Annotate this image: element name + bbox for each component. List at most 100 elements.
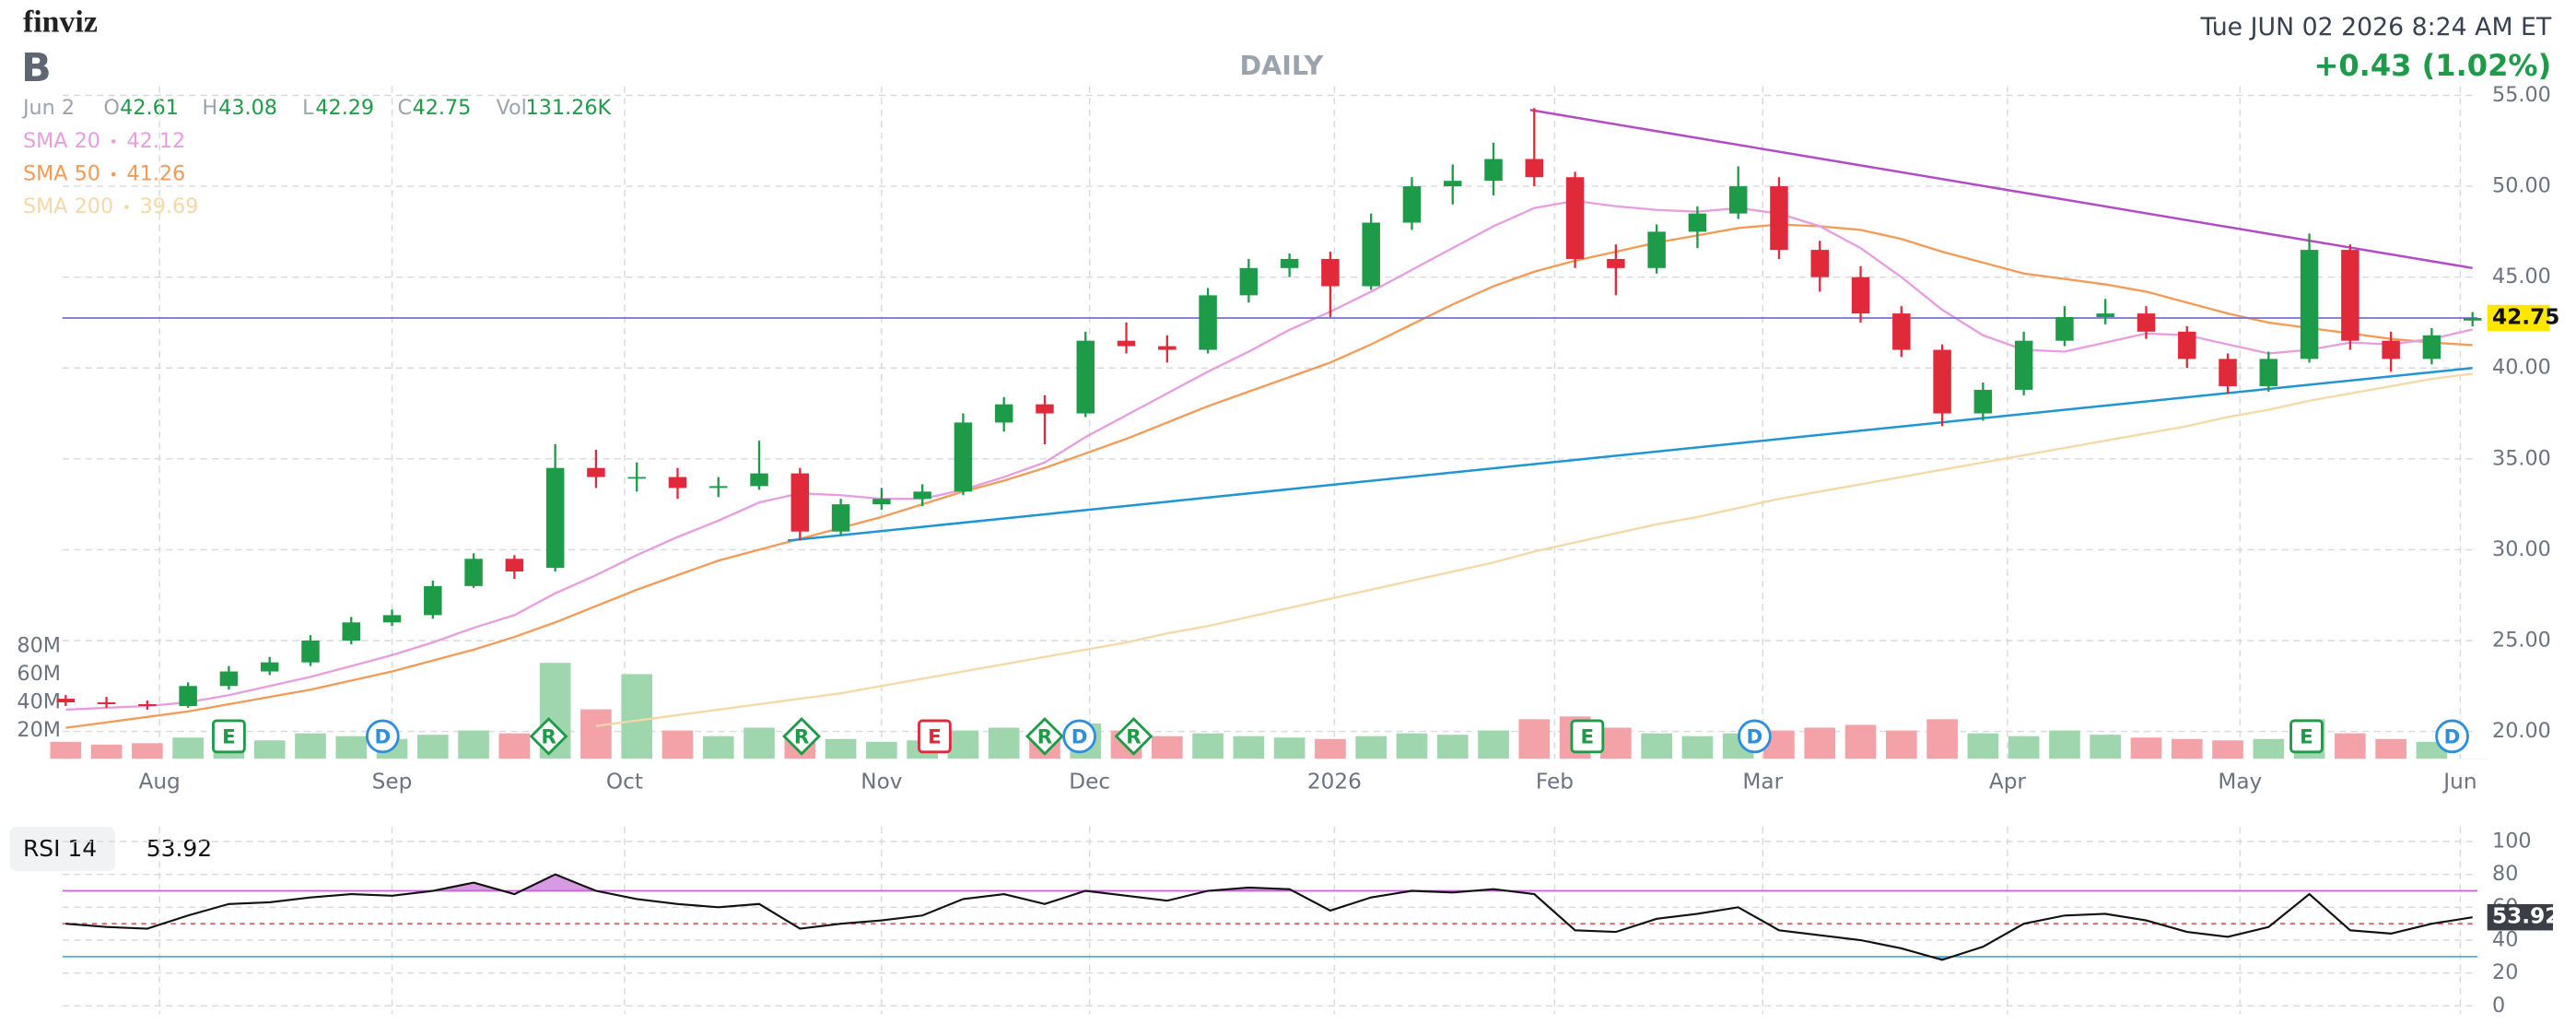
- candle-body: [1117, 340, 1136, 347]
- event-badge: R: [1025, 716, 1064, 756]
- event-shape: [2289, 719, 2324, 754]
- rsi-tag: [2487, 903, 2554, 931]
- event-shape: [918, 719, 952, 754]
- volume-bar: [1436, 735, 1469, 759]
- candle-body: [954, 422, 973, 492]
- candle-body: [424, 585, 442, 616]
- low-value: 42.29: [315, 96, 374, 120]
- candle-body: [1402, 186, 1422, 223]
- candle-body: [260, 662, 279, 672]
- sma-line: [65, 223, 2473, 729]
- high-value: 43.08: [218, 96, 277, 120]
- volume-bar: [50, 741, 82, 759]
- volume-bar: [744, 727, 775, 759]
- candle-body: [1688, 213, 1707, 232]
- legend-label: SMA 200: [23, 194, 113, 218]
- x-tick-label: 2026: [1307, 769, 1362, 794]
- event-badge: D: [365, 719, 400, 754]
- volume-bar: [1315, 738, 1346, 759]
- y-tick-label: 55.00: [2492, 83, 2551, 107]
- event-badge: D: [1738, 719, 1772, 754]
- candle-body: [872, 499, 891, 505]
- candle-body: [56, 699, 76, 703]
- candle-body: [1565, 177, 1585, 259]
- volume-bar: [295, 733, 326, 759]
- event-badge: D: [1062, 719, 1096, 754]
- event-badge: D: [2435, 719, 2469, 754]
- legend-dot: [111, 171, 116, 177]
- y-tick-label: 20.00: [2492, 719, 2551, 743]
- volume-tick-label: 20M: [17, 718, 61, 742]
- volume-bar: [1926, 719, 1958, 759]
- event-label: E: [2300, 726, 2313, 749]
- legend-dot: [111, 139, 116, 144]
- legend-label: SMA 50: [23, 162, 100, 186]
- candle-body: [1647, 231, 1666, 268]
- event-label: R: [541, 726, 556, 749]
- candle-body: [2382, 340, 2400, 359]
- volume-label: Vol: [497, 96, 527, 120]
- volume-bar: [1273, 737, 1306, 759]
- datetime: Tue JUN 02 2026 8:24 AM ET: [2199, 13, 2551, 41]
- x-tick-label: May: [2218, 769, 2262, 794]
- volume-bar: [1233, 736, 1265, 759]
- candle-body: [1362, 222, 1380, 287]
- volume-bar: [416, 735, 449, 759]
- candle-body: [2137, 313, 2156, 332]
- candle-body: [382, 615, 402, 623]
- candle-body: [2341, 250, 2359, 341]
- rsi-tag-label: 53.92: [2492, 904, 2559, 929]
- event-shape: [782, 716, 822, 756]
- candle-body: [1199, 295, 1217, 350]
- legend-value: 42.12: [126, 129, 185, 153]
- x-tick-label: Mar: [1742, 769, 1783, 794]
- candle-body: [97, 702, 116, 704]
- y-tick-label: 35.00: [2492, 446, 2551, 470]
- volume-bar: [1804, 727, 1836, 759]
- volume-bar: [866, 741, 897, 759]
- volume-bar: [662, 730, 694, 759]
- rsi-line: [65, 873, 2473, 961]
- timeframe: DAILY: [1240, 51, 1324, 81]
- event-shape: [2435, 719, 2469, 754]
- volume-bar: [2090, 735, 2122, 759]
- price-tag: [2487, 304, 2550, 332]
- rsi-tick-label: 100: [2492, 830, 2532, 854]
- ticker: B: [21, 45, 52, 91]
- candle-body: [1158, 346, 1177, 350]
- candle-body: [2055, 317, 2074, 341]
- volume-bar: [2253, 738, 2285, 759]
- rsi-tick-label: 0: [2492, 994, 2505, 1018]
- event-shape: [1570, 719, 1605, 754]
- volume-bar: [2212, 740, 2243, 759]
- volume-bar: [335, 736, 368, 759]
- event-label: R: [1037, 726, 1053, 749]
- rsi-tick-label: 40: [2492, 928, 2518, 952]
- legend-value: 39.69: [140, 194, 199, 218]
- volume-bar: [2375, 738, 2406, 759]
- x-tick-label: Aug: [139, 769, 181, 794]
- trendline: [787, 367, 2473, 542]
- volume-bar: [947, 730, 979, 759]
- volume-bar: [825, 738, 857, 759]
- candle-body: [831, 504, 850, 532]
- volume-bar: [702, 736, 734, 759]
- candle-body: [1892, 313, 1911, 350]
- volume-tick-label: 60M: [17, 662, 61, 686]
- candle-body: [545, 467, 565, 569]
- candle-body: [1770, 186, 1788, 251]
- volume-bar: [132, 743, 163, 759]
- candle-body: [1280, 258, 1299, 268]
- open-label: O: [103, 96, 120, 120]
- candle-body: [2422, 335, 2441, 359]
- candle-body: [709, 486, 728, 489]
- event-badge: E: [918, 719, 952, 754]
- volume-bar: [1518, 719, 1551, 759]
- candle-body: [301, 640, 320, 663]
- volume-bar: [458, 730, 489, 759]
- event-label: D: [1071, 726, 1088, 749]
- event-shape: [529, 716, 568, 756]
- sma-line: [65, 199, 2473, 712]
